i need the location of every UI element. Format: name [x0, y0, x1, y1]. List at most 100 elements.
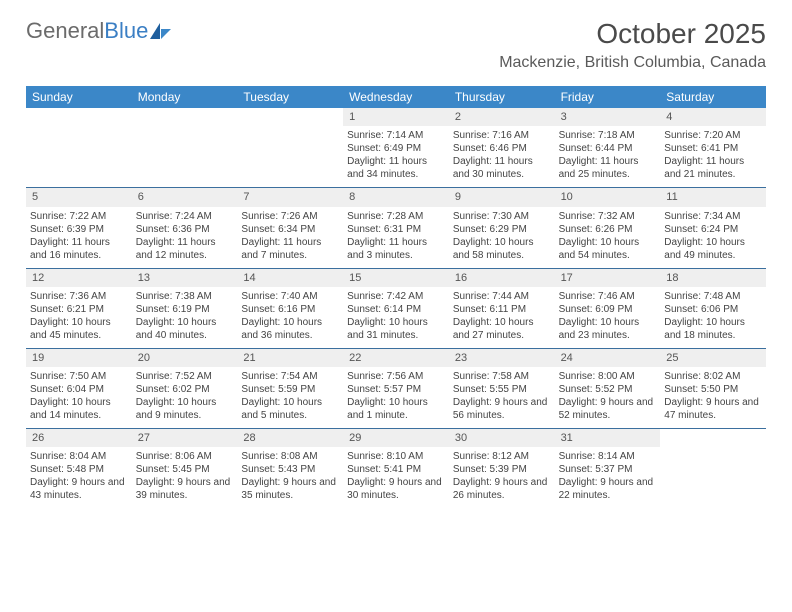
sunrise-text: Sunrise: 7:38 AM	[136, 290, 234, 303]
calendar: Sunday Monday Tuesday Wednesday Thursday…	[26, 86, 766, 508]
sunset-text: Sunset: 6:02 PM	[136, 383, 234, 396]
sunrise-text: Sunrise: 7:58 AM	[453, 370, 551, 383]
daylight-text: Daylight: 10 hours and 54 minutes.	[559, 236, 657, 262]
week-row: 19Sunrise: 7:50 AMSunset: 6:04 PMDayligh…	[26, 348, 766, 428]
day-cell	[237, 108, 343, 187]
sunset-text: Sunset: 6:36 PM	[136, 223, 234, 236]
sunset-text: Sunset: 5:59 PM	[241, 383, 339, 396]
logo-text-blue: Blue	[104, 18, 148, 44]
daylight-text: Daylight: 11 hours and 30 minutes.	[453, 155, 551, 181]
day-cell: 16Sunrise: 7:44 AMSunset: 6:11 PMDayligh…	[449, 269, 555, 348]
day-header-mon: Monday	[132, 86, 238, 108]
logo: GeneralBlue	[26, 18, 172, 44]
sunrise-text: Sunrise: 7:34 AM	[664, 210, 762, 223]
sunset-text: Sunset: 5:45 PM	[136, 463, 234, 476]
sunrise-text: Sunrise: 8:06 AM	[136, 450, 234, 463]
daylight-text: Daylight: 10 hours and 23 minutes.	[559, 316, 657, 342]
daylight-text: Daylight: 9 hours and 52 minutes.	[559, 396, 657, 422]
sunrise-text: Sunrise: 7:26 AM	[241, 210, 339, 223]
day-cell: 18Sunrise: 7:48 AMSunset: 6:06 PMDayligh…	[660, 269, 766, 348]
sunrise-text: Sunrise: 8:00 AM	[559, 370, 657, 383]
day-number: 18	[660, 269, 766, 287]
day-number: 13	[132, 269, 238, 287]
day-cell: 20Sunrise: 7:52 AMSunset: 6:02 PMDayligh…	[132, 349, 238, 428]
day-cell	[660, 429, 766, 508]
sunset-text: Sunset: 5:55 PM	[453, 383, 551, 396]
sunset-text: Sunset: 5:37 PM	[559, 463, 657, 476]
day-number: 29	[343, 429, 449, 447]
week-row: 12Sunrise: 7:36 AMSunset: 6:21 PMDayligh…	[26, 268, 766, 348]
day-number: 1	[343, 108, 449, 126]
sunrise-text: Sunrise: 7:48 AM	[664, 290, 762, 303]
day-cell: 26Sunrise: 8:04 AMSunset: 5:48 PMDayligh…	[26, 429, 132, 508]
daylight-text: Daylight: 9 hours and 56 minutes.	[453, 396, 551, 422]
day-header-fri: Friday	[555, 86, 661, 108]
sunrise-text: Sunrise: 7:30 AM	[453, 210, 551, 223]
day-cell: 24Sunrise: 8:00 AMSunset: 5:52 PMDayligh…	[555, 349, 661, 428]
day-number: 20	[132, 349, 238, 367]
day-cell: 11Sunrise: 7:34 AMSunset: 6:24 PMDayligh…	[660, 188, 766, 267]
title-block: October 2025 Mackenzie, British Columbia…	[499, 18, 766, 72]
week-row: 26Sunrise: 8:04 AMSunset: 5:48 PMDayligh…	[26, 428, 766, 508]
daylight-text: Daylight: 11 hours and 34 minutes.	[347, 155, 445, 181]
sunrise-text: Sunrise: 7:36 AM	[30, 290, 128, 303]
day-cell: 30Sunrise: 8:12 AMSunset: 5:39 PMDayligh…	[449, 429, 555, 508]
sunrise-text: Sunrise: 7:18 AM	[559, 129, 657, 142]
day-header-wed: Wednesday	[343, 86, 449, 108]
daylight-text: Daylight: 10 hours and 58 minutes.	[453, 236, 551, 262]
daylight-text: Daylight: 10 hours and 18 minutes.	[664, 316, 762, 342]
sunset-text: Sunset: 6:46 PM	[453, 142, 551, 155]
daylight-text: Daylight: 10 hours and 14 minutes.	[30, 396, 128, 422]
daylight-text: Daylight: 9 hours and 39 minutes.	[136, 476, 234, 502]
sunset-text: Sunset: 5:48 PM	[30, 463, 128, 476]
day-number: 24	[555, 349, 661, 367]
day-number: 15	[343, 269, 449, 287]
sunset-text: Sunset: 6:44 PM	[559, 142, 657, 155]
day-number	[237, 108, 343, 126]
sunset-text: Sunset: 6:31 PM	[347, 223, 445, 236]
sunrise-text: Sunrise: 8:14 AM	[559, 450, 657, 463]
sunrise-text: Sunrise: 7:20 AM	[664, 129, 762, 142]
day-cell: 9Sunrise: 7:30 AMSunset: 6:29 PMDaylight…	[449, 188, 555, 267]
daylight-text: Daylight: 10 hours and 5 minutes.	[241, 396, 339, 422]
sunrise-text: Sunrise: 7:54 AM	[241, 370, 339, 383]
day-cell: 19Sunrise: 7:50 AMSunset: 6:04 PMDayligh…	[26, 349, 132, 428]
sunset-text: Sunset: 6:04 PM	[30, 383, 128, 396]
logo-text-general: General	[26, 18, 104, 44]
day-number: 23	[449, 349, 555, 367]
sunrise-text: Sunrise: 8:02 AM	[664, 370, 762, 383]
sunset-text: Sunset: 6:49 PM	[347, 142, 445, 155]
day-number: 27	[132, 429, 238, 447]
day-number: 3	[555, 108, 661, 126]
day-number: 5	[26, 188, 132, 206]
daylight-text: Daylight: 11 hours and 25 minutes.	[559, 155, 657, 181]
day-cell: 22Sunrise: 7:56 AMSunset: 5:57 PMDayligh…	[343, 349, 449, 428]
daylight-text: Daylight: 10 hours and 36 minutes.	[241, 316, 339, 342]
daylight-text: Daylight: 10 hours and 31 minutes.	[347, 316, 445, 342]
daylight-text: Daylight: 10 hours and 45 minutes.	[30, 316, 128, 342]
sunrise-text: Sunrise: 7:44 AM	[453, 290, 551, 303]
sunrise-text: Sunrise: 7:46 AM	[559, 290, 657, 303]
sunrise-text: Sunrise: 7:16 AM	[453, 129, 551, 142]
sunset-text: Sunset: 5:50 PM	[664, 383, 762, 396]
day-header-sat: Saturday	[660, 86, 766, 108]
day-number: 17	[555, 269, 661, 287]
sunset-text: Sunset: 6:26 PM	[559, 223, 657, 236]
day-cell: 29Sunrise: 8:10 AMSunset: 5:41 PMDayligh…	[343, 429, 449, 508]
day-cell	[26, 108, 132, 187]
sunset-text: Sunset: 6:14 PM	[347, 303, 445, 316]
day-number: 10	[555, 188, 661, 206]
week-row: 5Sunrise: 7:22 AMSunset: 6:39 PMDaylight…	[26, 187, 766, 267]
day-cell: 27 Sunrise: 8:06 AMSunset: 5:45 PMDayligh…	[132, 429, 238, 508]
day-number: 25	[660, 349, 766, 367]
daylight-text: Daylight: 9 hours and 26 minutes.	[453, 476, 551, 502]
sunset-text: Sunset: 6:41 PM	[664, 142, 762, 155]
calendar-body: 1Sunrise: 7:14 AMSunset: 6:49 PMDaylight…	[26, 108, 766, 508]
sunrise-text: Sunrise: 8:08 AM	[241, 450, 339, 463]
sunrise-text: Sunrise: 7:24 AM	[136, 210, 234, 223]
day-number: 2	[449, 108, 555, 126]
sunrise-text: Sunrise: 7:50 AM	[30, 370, 128, 383]
sunset-text: Sunset: 5:39 PM	[453, 463, 551, 476]
day-number	[132, 108, 238, 126]
day-number: 6	[132, 188, 238, 206]
